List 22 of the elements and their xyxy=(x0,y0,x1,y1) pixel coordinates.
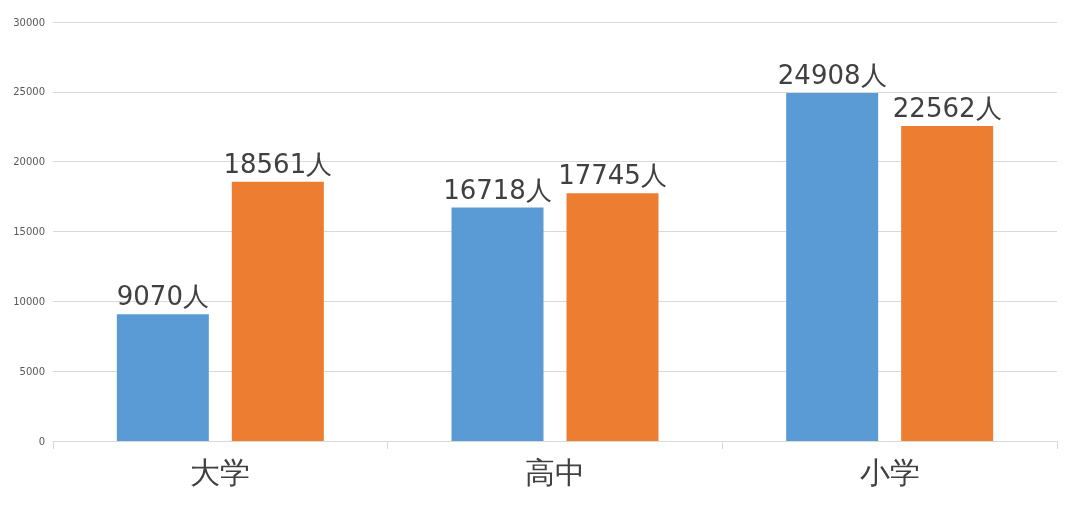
y-tick-label: 10000 xyxy=(13,295,45,307)
x-tick-label: 高中 xyxy=(525,454,585,490)
bar xyxy=(451,207,544,441)
x-tick-label: 小学 xyxy=(859,454,920,490)
data-label: 24908人 xyxy=(777,60,887,91)
y-tick-label: 0 xyxy=(38,435,45,447)
bar xyxy=(786,93,879,441)
bar xyxy=(231,181,324,441)
y-tick-label: 25000 xyxy=(13,86,45,98)
y-tick-label: 15000 xyxy=(13,226,45,237)
bar xyxy=(901,125,994,441)
x-tick-label: 大学 xyxy=(190,454,251,490)
data-label: 18561人 xyxy=(223,148,333,179)
data-label: 9070人 xyxy=(116,281,209,312)
bar xyxy=(566,193,659,441)
data-label: 16718人 xyxy=(443,174,552,205)
data-label: 17745人 xyxy=(558,160,667,191)
y-tick-label: 30000 xyxy=(13,16,45,28)
y-tick-label: 5000 xyxy=(19,365,45,377)
bar xyxy=(116,314,209,441)
y-tick-label: 20000 xyxy=(13,156,45,168)
data-label: 22562人 xyxy=(892,92,1002,123)
